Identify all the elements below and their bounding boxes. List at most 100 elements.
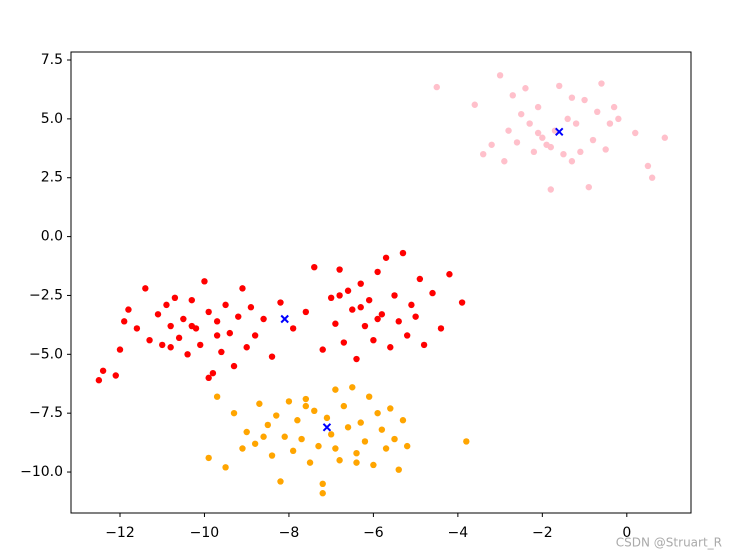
point [302,308,310,316]
point [277,299,284,306]
point [387,344,394,351]
point [205,308,212,316]
point [298,435,305,443]
point [344,287,352,294]
point [374,268,381,276]
point [239,445,246,452]
point [365,393,373,400]
point [594,108,601,116]
watermark: CSDN @Struart_R [616,536,722,550]
x-tick-label: −2 [532,525,553,541]
point [251,332,259,339]
point [142,285,149,292]
point [243,344,250,351]
y-tick-label: −7.5 [29,405,63,421]
point [349,384,356,391]
point [539,134,546,141]
point [121,318,128,325]
point [125,306,132,313]
point [568,158,576,165]
point [610,103,618,111]
point [239,285,246,292]
point [188,296,195,304]
point [230,362,238,370]
point [391,435,398,443]
point [429,289,436,297]
point [188,322,195,330]
centroid [322,423,332,432]
point [159,341,166,349]
point [273,412,280,419]
axes-frame [70,51,692,514]
point [205,374,212,382]
point [496,72,504,79]
point [95,377,103,384]
point [180,315,187,323]
point [201,278,208,285]
point [458,299,466,306]
point [568,94,576,101]
point [281,433,288,440]
point [615,115,622,123]
point [488,141,495,148]
y-tick-label: −10.0 [20,464,63,480]
point [213,318,221,325]
point [349,306,356,313]
point [378,311,386,318]
ticks: −12 −10 −8 −6 −4 −2 0 −10.0 −7.5 −5.0 −2.5 0.0 2.5 5.… [20,52,631,541]
point [171,294,179,302]
point [222,301,229,309]
point [311,407,318,415]
point [264,421,272,429]
point [463,438,470,445]
point [302,395,310,403]
centroid [555,127,564,137]
point [268,353,276,360]
y-tick-label: −5.0 [29,346,63,362]
point [327,294,335,302]
point [420,341,428,349]
point [361,438,369,445]
point [547,186,554,193]
point [175,334,183,342]
point [661,134,669,141]
point [289,325,297,332]
point [526,120,533,127]
point [133,325,141,332]
point [116,346,124,353]
point [336,266,343,273]
y-tick-label: −2.5 [29,287,63,303]
point [332,320,339,327]
point [564,115,571,123]
point [382,445,390,452]
point [167,322,174,330]
plot-area [95,72,669,497]
point [378,426,386,433]
point [163,301,170,309]
point [289,447,297,455]
y-tick-label: 7.5 [41,52,63,68]
point [399,249,407,257]
point [327,431,335,438]
point [344,424,352,431]
point [560,150,567,158]
point [522,85,529,92]
point [336,457,343,464]
point [581,96,588,104]
point [146,336,153,344]
point [374,315,381,323]
point [585,183,592,191]
point [577,148,584,156]
y-tick-label: 5.0 [41,111,63,127]
point [518,110,525,118]
point [437,325,445,332]
point [357,280,364,287]
point [433,83,440,91]
point [311,263,318,271]
point [446,271,453,278]
point [213,393,221,400]
point [370,461,377,469]
point [319,490,326,497]
x-tick-label: −12 [105,525,135,541]
